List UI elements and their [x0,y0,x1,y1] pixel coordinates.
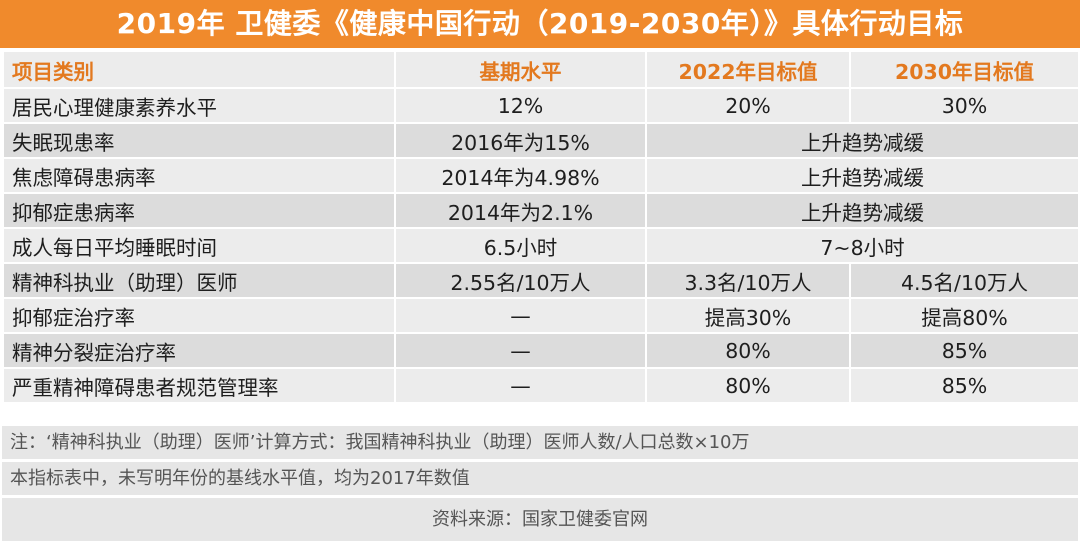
row-label: 居民心理健康素养水平 [2,87,396,124]
header-category: 项目类别 [2,50,396,89]
row-label: 成人每日平均睡眠时间 [2,227,396,264]
baseline-cell: — [394,332,647,369]
target-2022-cell: 提高30% [645,297,851,334]
baseline-cell: 2016年为15% [394,122,647,159]
baseline-cell: 2014年为2.1% [394,192,647,229]
table-row: 抑郁症治疗率 — 提高30% 提高80% [2,297,1080,334]
baseline-cell: 2.55名/10万人 [394,262,647,299]
source-note: 资料来源：国家卫健委官网 [2,498,1078,541]
target-2030-cell: 提高80% [849,297,1080,334]
target-merged-cell: 上升趋势减缓 [645,157,1080,194]
row-label: 抑郁症患病率 [2,192,396,229]
row-label: 失眠现患率 [2,122,396,159]
baseline-cell: — [394,367,647,404]
table-row: 精神科执业（助理）医师 2.55名/10万人 3.3名/10万人 4.5名/10… [2,262,1080,299]
baseline-cell: — [394,297,647,334]
table-row: 失眠现患率 2016年为15% 上升趋势减缓 [2,122,1080,159]
header-baseline: 基期水平 [394,50,647,89]
table-row: 焦虑障碍患病率 2014年为4.98% 上升趋势减缓 [2,157,1080,194]
row-label: 焦虑障碍患病率 [2,157,396,194]
target-2030-cell: 4.5名/10万人 [849,262,1080,299]
footnote-calculation: 注：‘精神科执业（助理）医师’计算方式：我国精神科执业（助理）医师人数/人口总数… [2,426,1078,459]
target-2030-cell: 85% [849,332,1080,369]
target-2030-cell: 85% [849,367,1080,404]
target-merged-cell: 7~8小时 [645,227,1080,264]
row-label: 精神科执业（助理）医师 [2,262,396,299]
table-row: 抑郁症患病率 2014年为2.1% 上升趋势减缓 [2,192,1080,229]
table-header-row: 项目类别 基期水平 2022年目标值 2030年目标值 [2,50,1080,89]
target-2022-cell: 20% [645,87,851,124]
targets-table: 项目类别 基期水平 2022年目标值 2030年目标值 居民心理健康素养水平 1… [2,50,1080,404]
target-merged-cell: 上升趋势减缓 [645,122,1080,159]
table-row: 居民心理健康素养水平 12% 20% 30% [2,87,1080,124]
row-label: 精神分裂症治疗率 [2,332,396,369]
target-2030-cell: 30% [849,87,1080,124]
footnote-baseline-year: 本指标表中，未写明年份的基线水平值，均为2017年数值 [2,462,1078,495]
baseline-cell: 12% [394,87,647,124]
table-row: 精神分裂症治疗率 — 80% 85% [2,332,1080,369]
target-2022-cell: 80% [645,367,851,404]
target-merged-cell: 上升趋势减缓 [645,192,1080,229]
row-label: 抑郁症治疗率 [2,297,396,334]
table-row: 成人每日平均睡眠时间 6.5小时 7~8小时 [2,227,1080,264]
header-2022-target: 2022年目标值 [645,50,851,89]
table-row: 严重精神障碍患者规范管理率 — 80% 85% [2,367,1080,404]
target-2022-cell: 80% [645,332,851,369]
header-2030-target: 2030年目标值 [849,50,1080,89]
baseline-cell: 6.5小时 [394,227,647,264]
row-label: 严重精神障碍患者规范管理率 [2,367,396,404]
page-title: 2019年 卫健委《健康中国行动（2019-2030年）》具体行动目标 [0,0,1080,48]
target-2022-cell: 3.3名/10万人 [645,262,851,299]
baseline-cell: 2014年为4.98% [394,157,647,194]
